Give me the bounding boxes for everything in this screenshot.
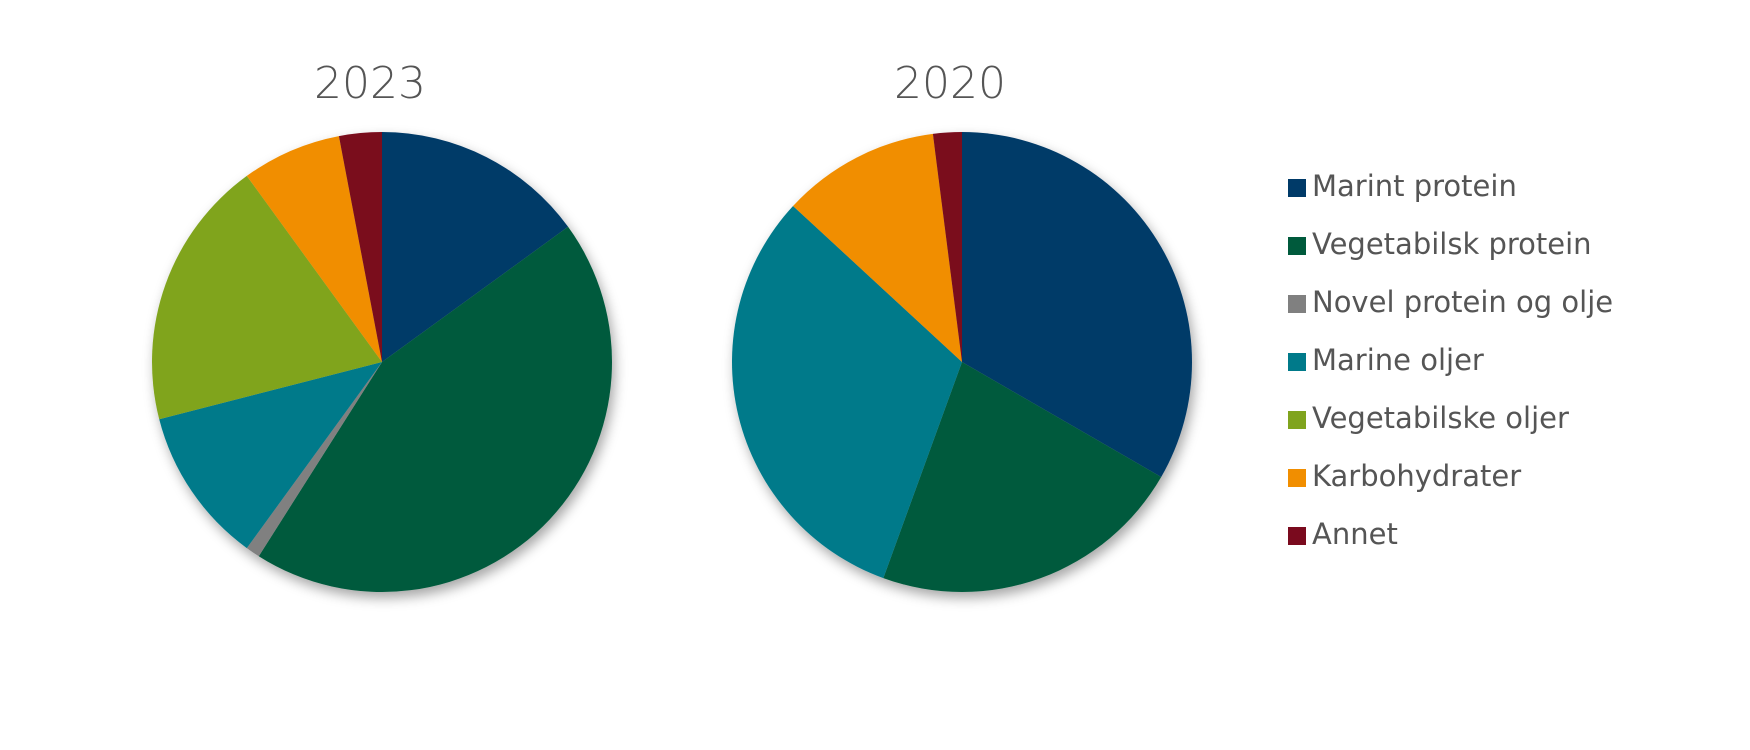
pie-slice bbox=[932, 132, 962, 362]
pie-slice bbox=[246, 136, 382, 362]
pie-slice bbox=[382, 132, 569, 362]
pie bbox=[732, 132, 1192, 592]
legend-swatch bbox=[1288, 469, 1306, 487]
legend-swatch bbox=[1288, 237, 1306, 255]
pie bbox=[152, 132, 613, 593]
pie-title: 2023 bbox=[314, 58, 426, 109]
legend-swatch bbox=[1288, 411, 1306, 429]
pie-slice bbox=[793, 133, 962, 362]
legend-label: Vegetabilske oljer bbox=[1312, 401, 1569, 435]
pie-slice bbox=[883, 362, 1162, 592]
legend-label: Marint protein bbox=[1312, 169, 1517, 203]
legend-swatch bbox=[1288, 353, 1306, 371]
legend-swatch bbox=[1288, 179, 1306, 197]
pie-slice bbox=[159, 362, 382, 549]
legend-swatch bbox=[1288, 527, 1306, 545]
pie-slice bbox=[732, 205, 962, 579]
legend-label: Karbohydrater bbox=[1312, 459, 1521, 493]
legend-label: Annet bbox=[1312, 517, 1398, 551]
pie-slice bbox=[258, 226, 613, 593]
pie-slice bbox=[962, 132, 1192, 477]
legend-label: Novel protein og olje bbox=[1312, 285, 1613, 319]
pie-slice bbox=[338, 132, 382, 362]
pie-slice bbox=[246, 362, 382, 557]
pie-slice bbox=[152, 175, 382, 420]
legend-label: Marine oljer bbox=[1312, 343, 1484, 377]
pie-title: 2020 bbox=[894, 58, 1006, 109]
legend-swatch bbox=[1288, 295, 1306, 313]
legend-label: Vegetabilsk protein bbox=[1312, 227, 1592, 261]
